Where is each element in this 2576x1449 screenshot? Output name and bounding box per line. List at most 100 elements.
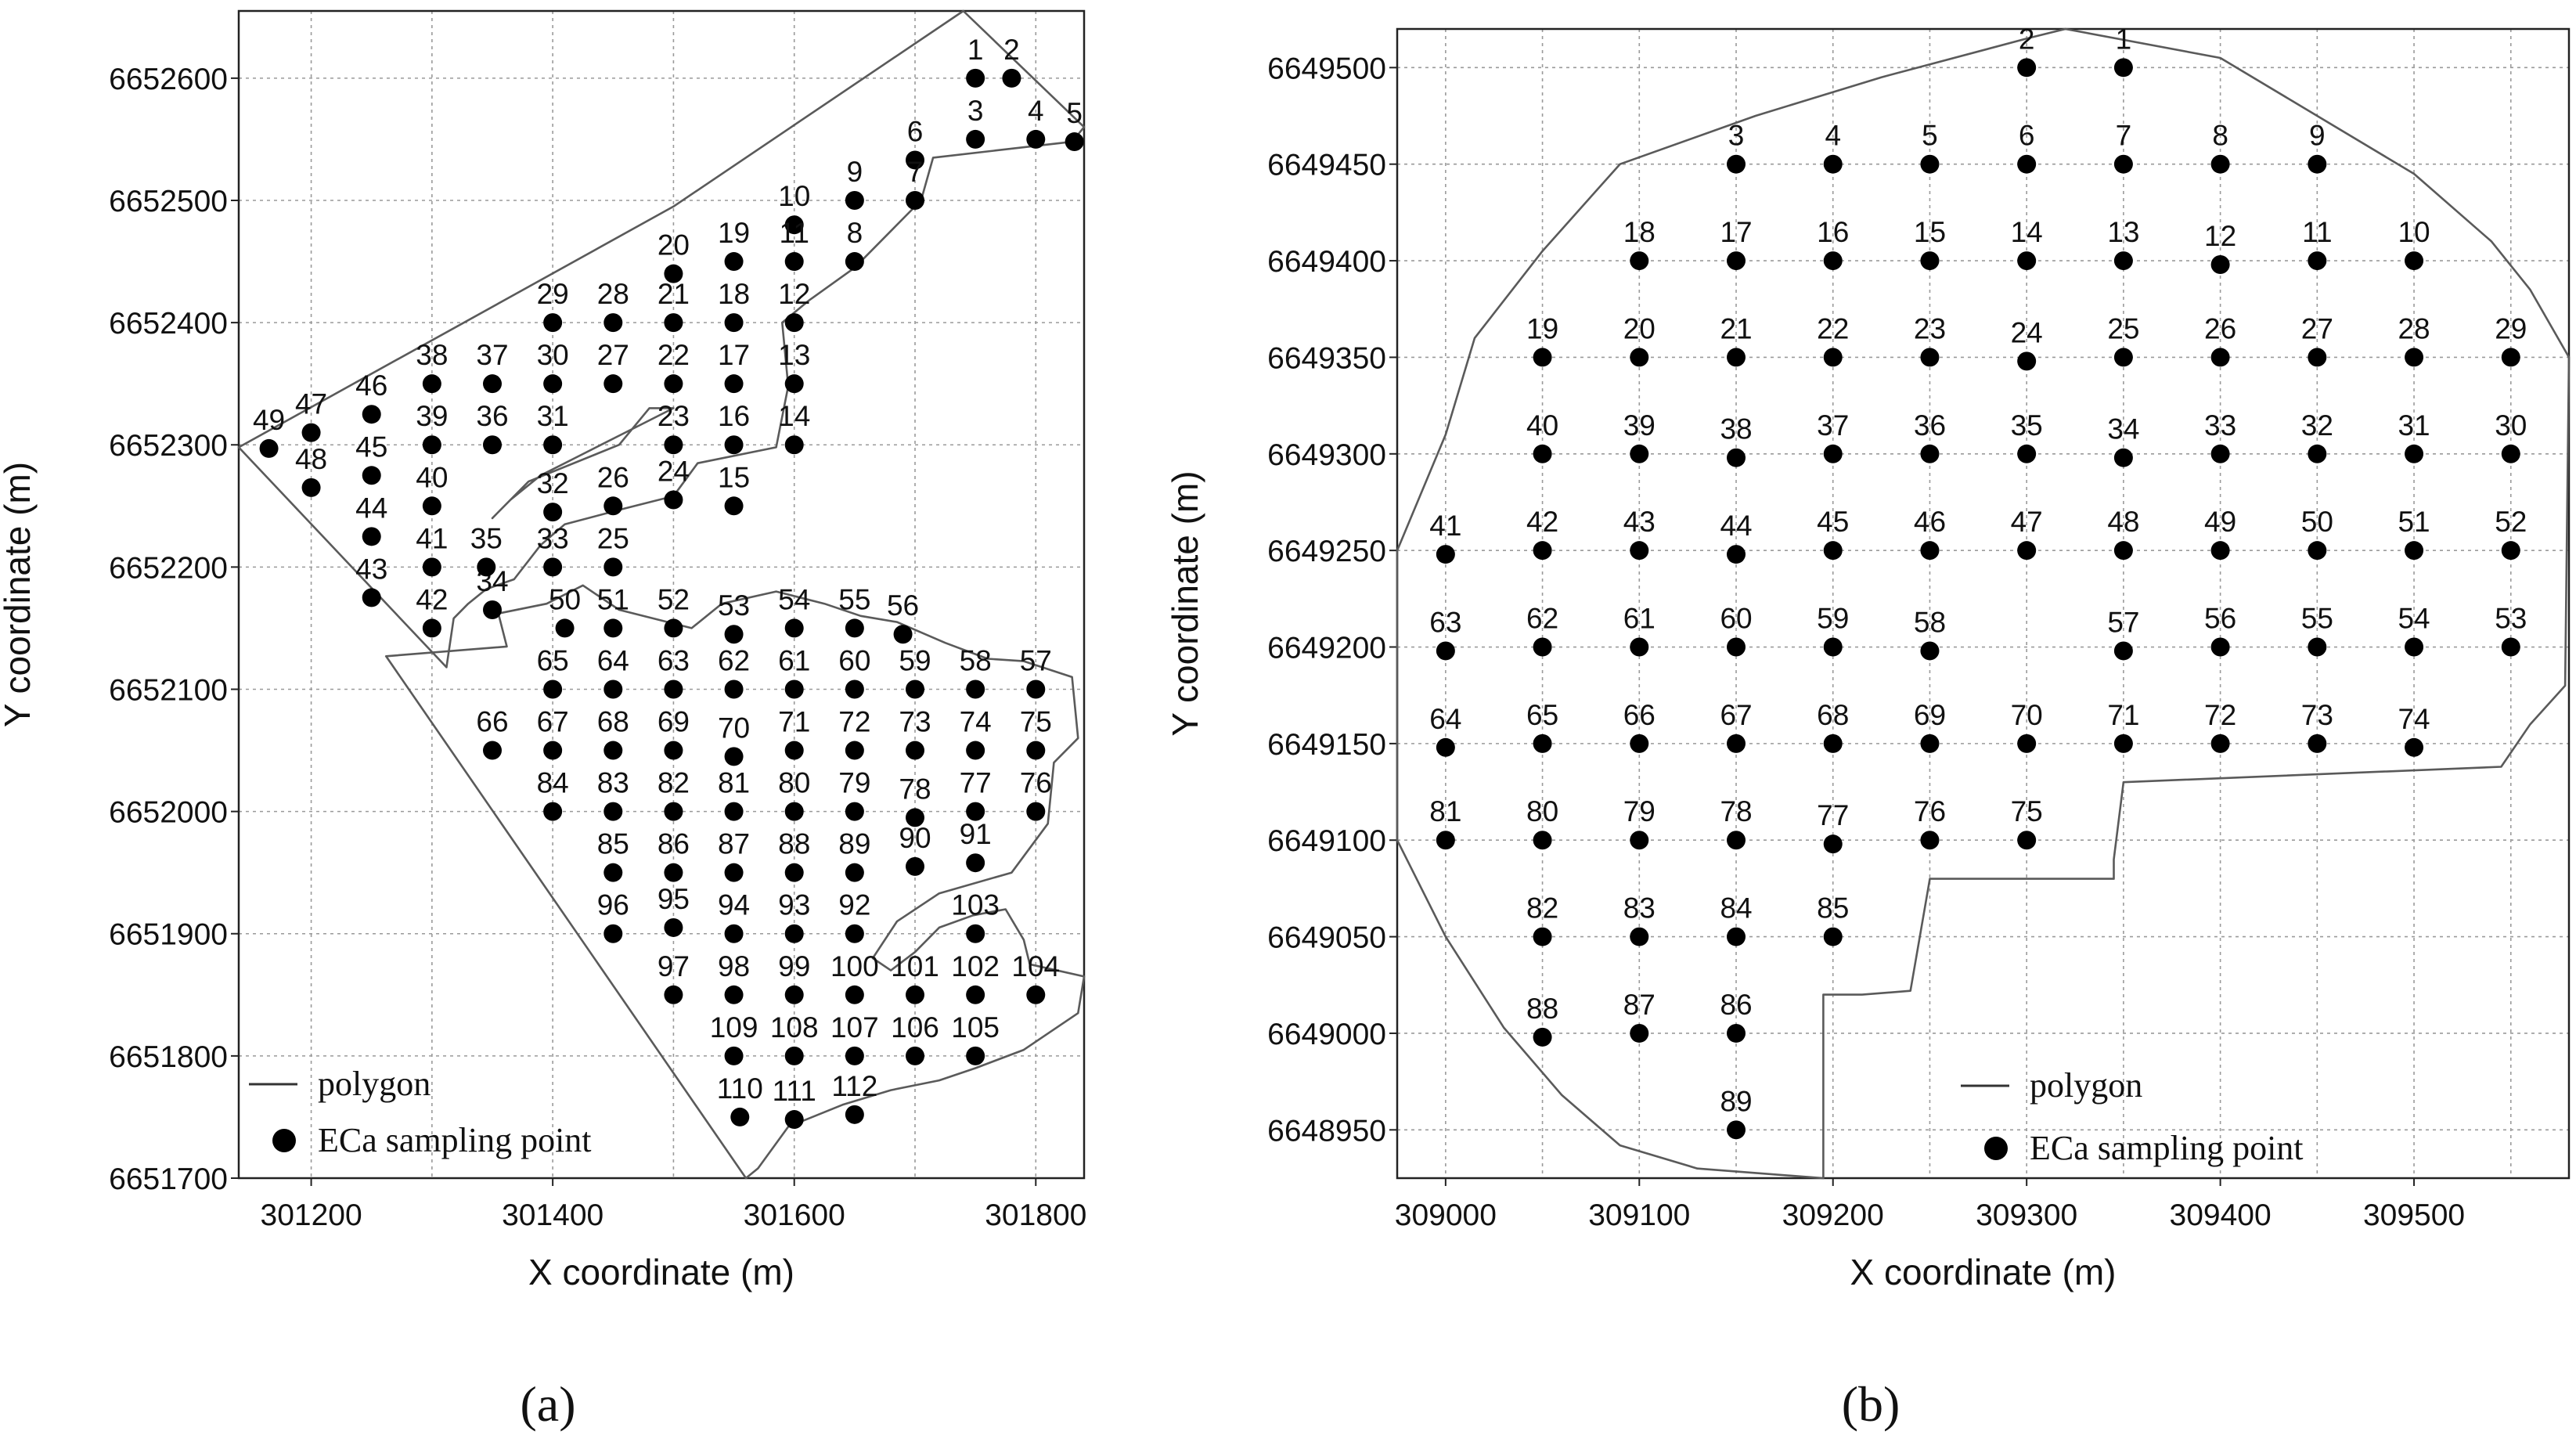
sampling-point: [845, 252, 864, 272]
sampling-point-label: 21: [1720, 312, 1752, 344]
sampling-point: [2308, 154, 2327, 174]
sampling-point: [845, 741, 864, 760]
sampling-point-label: 73: [2301, 699, 2333, 731]
sampling-point-label: 74: [2398, 703, 2430, 735]
sampling-point-label: 103: [951, 889, 1000, 921]
sampling-point: [2501, 541, 2520, 560]
sampling-point: [966, 985, 985, 1004]
sampling-point-label: 34: [2107, 413, 2139, 445]
sampling-point-label: 57: [2107, 606, 2139, 638]
sampling-point: [1436, 545, 1455, 564]
sampling-point-label: 49: [253, 404, 285, 436]
sampling-point: [2113, 58, 2133, 77]
sampling-point-label: 89: [1720, 1085, 1752, 1117]
sampling-point: [1533, 444, 1552, 463]
sampling-point: [543, 503, 563, 522]
sampling-point: [845, 618, 864, 638]
sampling-point-label: 45: [355, 431, 387, 463]
sampling-point-label: 31: [2398, 409, 2430, 442]
sampling-point-label: 75: [2011, 795, 2043, 827]
sampling-point-label: 66: [1623, 699, 1655, 731]
sampling-point: [2017, 541, 2037, 560]
sampling-point-label: 100: [830, 950, 879, 982]
sampling-point: [1630, 1023, 1649, 1043]
sampling-point-label: 4: [1825, 120, 1841, 152]
sampling-point: [1533, 831, 1552, 850]
sampling-point: [784, 1046, 804, 1065]
legend-point-label: ECa sampling point: [2030, 1129, 2304, 1167]
sampling-point-label: 65: [1526, 699, 1558, 731]
sampling-point: [1630, 734, 1649, 753]
sampling-point: [1823, 927, 1843, 946]
sampling-point: [2210, 734, 2230, 753]
sampling-point: [301, 478, 321, 497]
sampling-point: [483, 600, 502, 620]
sampling-point: [906, 1046, 924, 1065]
sampling-point: [2113, 734, 2133, 753]
sampling-point: [1533, 541, 1552, 560]
sampling-point-label: 56: [2204, 603, 2236, 635]
sampling-point: [845, 802, 864, 821]
legend: polygon ECa sampling point: [1961, 1066, 2304, 1167]
chart-panel-a: 301200 301400 301600 3018006651700665180066…: [0, 9, 1086, 1432]
legend-polygon-label: polygon: [2030, 1066, 2142, 1105]
y-tick-label: 6649200: [1267, 632, 1386, 665]
sampling-point-label: 27: [2301, 312, 2333, 344]
sampling-point: [906, 985, 924, 1004]
sampling-point: [603, 313, 623, 333]
sampling-point-label: 70: [718, 712, 750, 744]
sampling-point-label: 58: [960, 644, 992, 676]
sampling-point-label: 14: [778, 400, 810, 432]
sampling-point-label: 69: [658, 706, 690, 738]
sampling-point-label: 38: [1720, 413, 1752, 445]
sampling-point: [724, 374, 744, 394]
x-tick-label: 301600: [744, 1198, 845, 1232]
sampling-point: [1727, 154, 1746, 174]
sampling-point: [1920, 831, 1940, 850]
sampling-point-label: 112: [831, 1070, 877, 1102]
sampling-point-label: 71: [778, 706, 810, 738]
sampling-point-label: 63: [658, 644, 690, 676]
sampling-point: [1002, 68, 1021, 88]
sampling-point: [603, 741, 623, 760]
sampling-point-label: 76: [1914, 795, 1946, 827]
sampling-point-label: 11: [2302, 216, 2332, 248]
sampling-point-label: 55: [838, 583, 870, 615]
sampling-point: [784, 215, 804, 235]
y-tick-label: 6649500: [1267, 52, 1386, 85]
sampling-point-label: 18: [718, 278, 750, 310]
sampling-point-label: 36: [1914, 409, 1946, 442]
sampling-point-label: 83: [597, 767, 629, 799]
x-tick-label: 309500: [2363, 1198, 2465, 1232]
sampling-point: [724, 924, 744, 943]
sampling-point: [1533, 1027, 1552, 1047]
sampling-point: [362, 466, 381, 485]
sampling-point-label: 53: [2495, 603, 2527, 635]
sampling-point-label: 84: [537, 767, 569, 799]
sampling-point-label: 11: [780, 217, 809, 249]
sampling-point: [543, 557, 563, 577]
sampling-point-label: 60: [1720, 603, 1752, 635]
sampling-point: [483, 435, 502, 455]
y-tick-label: 6649350: [1267, 341, 1386, 375]
sampling-point-label: 20: [658, 229, 690, 261]
sampling-point-label: 41: [416, 522, 448, 554]
sampling-point-label: 79: [1623, 795, 1655, 827]
sampling-point: [845, 190, 864, 210]
x-tick-label: 301800: [985, 1198, 1086, 1232]
sampling-point: [1065, 132, 1084, 152]
sampling-point: [784, 863, 804, 882]
y-tick-label: 6649250: [1267, 535, 1386, 568]
legend-point-label: ECa sampling point: [318, 1121, 592, 1159]
sampling-point: [906, 856, 924, 876]
sampling-point: [724, 252, 744, 272]
sampling-point: [724, 863, 744, 882]
sampling-point: [1727, 637, 1746, 657]
sampling-point-label: 98: [718, 950, 750, 982]
sampling-point-label: 40: [416, 461, 448, 493]
sampling-point-label: 88: [778, 828, 810, 860]
sampling-point: [2405, 348, 2424, 367]
sampling-point: [603, 679, 623, 699]
plot-frame: [1396, 27, 2571, 1180]
sampling-point-label: 33: [2204, 409, 2236, 442]
